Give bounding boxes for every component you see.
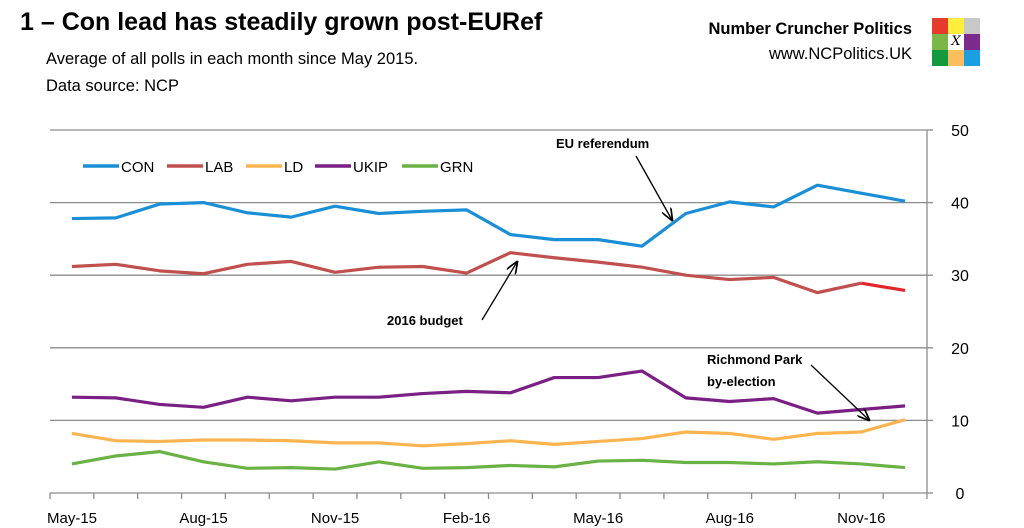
series-line-ukip xyxy=(71,369,906,415)
legend-label-lab: LAB xyxy=(205,159,233,176)
y-tick-label: 0 xyxy=(956,486,965,503)
legend-label-ld: LD xyxy=(284,159,303,176)
logo-cell xyxy=(964,50,980,66)
logo-cell xyxy=(964,18,980,34)
annotation-arrow xyxy=(635,155,672,220)
logo-cell xyxy=(964,34,980,50)
series-line-ld xyxy=(71,418,906,448)
logo-cell xyxy=(932,50,948,66)
logo-cell xyxy=(948,18,964,34)
x-tick-label: Aug-15 xyxy=(179,510,227,527)
legend-label-grn: GRN xyxy=(440,159,473,176)
x-tick-label: Feb-16 xyxy=(443,510,491,527)
y-tick-label: 30 xyxy=(951,268,969,285)
x-tick-label: Aug-16 xyxy=(706,510,754,527)
logo-cell xyxy=(932,34,948,50)
annotation-arrow xyxy=(810,364,869,420)
x-tick-label: May-15 xyxy=(47,510,97,527)
series-line-lab xyxy=(71,251,862,295)
series-last-segment-lab xyxy=(860,281,906,293)
x-tick-label: Nov-15 xyxy=(311,510,359,527)
series-line-grn xyxy=(71,450,906,471)
y-tick-label: 10 xyxy=(951,413,969,430)
annotation-arrow xyxy=(481,262,517,321)
legend-label-ukip: UKIP xyxy=(353,159,388,176)
brand-url: www.NCPolitics.UK xyxy=(768,45,912,63)
y-tick-label: 20 xyxy=(951,341,969,358)
brand-name: Number Cruncher Politics xyxy=(708,20,912,38)
x-tick-label: Nov-16 xyxy=(837,510,885,527)
logo-cell xyxy=(932,18,948,34)
data-source: Data source: NCP xyxy=(46,77,179,95)
ncp-logo: X xyxy=(932,18,980,66)
chart-title: 1 – Con lead has steadily grown post-EUR… xyxy=(20,8,543,36)
series-line-con xyxy=(71,183,906,248)
annotation-richmond-park: Richmond Park xyxy=(707,352,803,367)
annotation-2016-budget: 2016 budget xyxy=(387,313,464,328)
legend-label-con: CON xyxy=(121,159,154,176)
logo-cell xyxy=(948,50,964,66)
chart-subtitle: Average of all polls in each month since… xyxy=(46,50,419,68)
y-tick-label: 40 xyxy=(951,196,969,213)
y-tick-label: 50 xyxy=(951,123,969,140)
logo-cell: X xyxy=(948,34,964,50)
x-tick-label: May-16 xyxy=(573,510,623,527)
annotation-eu-referendum: EU referendum xyxy=(556,136,649,151)
annotation-by-election: by-election xyxy=(707,374,776,389)
